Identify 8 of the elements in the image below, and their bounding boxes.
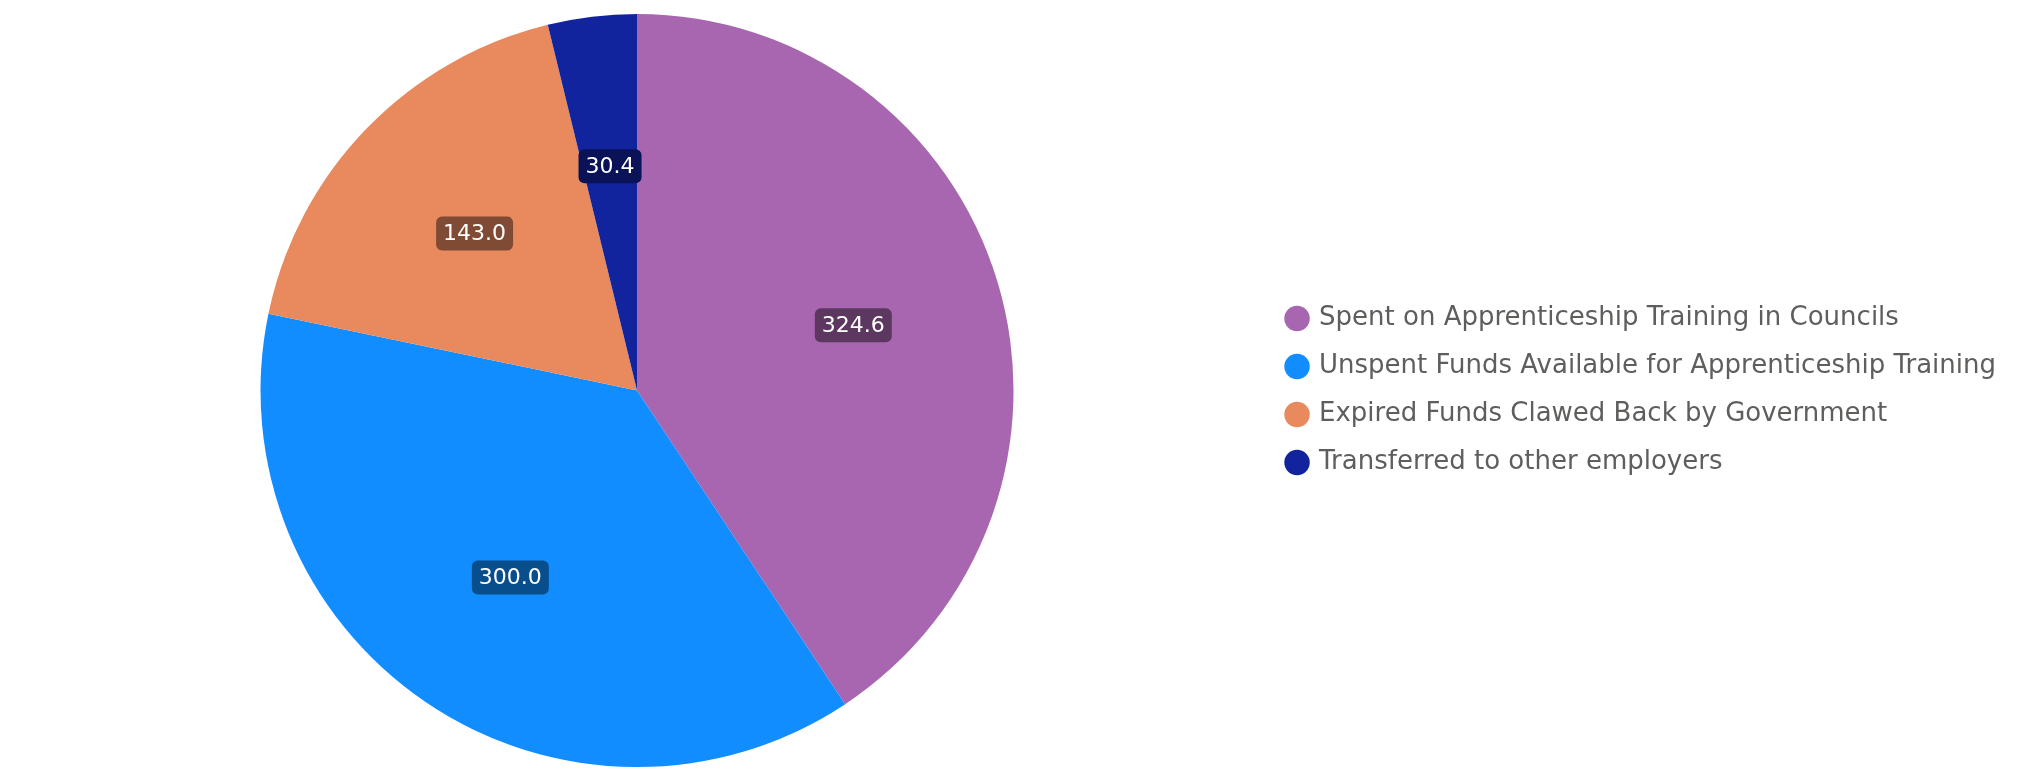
legend-label: Spent on Apprenticeship Training in Councils bbox=[1319, 301, 1899, 332]
data-label: 324.6 bbox=[821, 311, 885, 337]
legend-label: Unspent Funds Available for Apprenticeship Training bbox=[1319, 349, 1996, 380]
data-label: 30.4 bbox=[585, 152, 635, 178]
data-label: 300.0 bbox=[478, 564, 542, 590]
data-label: 143.0 bbox=[443, 220, 507, 246]
legend-label: Transferred to other employers bbox=[1318, 445, 1723, 476]
legend-label: Expired Funds Clawed Back by Government bbox=[1319, 397, 1888, 428]
